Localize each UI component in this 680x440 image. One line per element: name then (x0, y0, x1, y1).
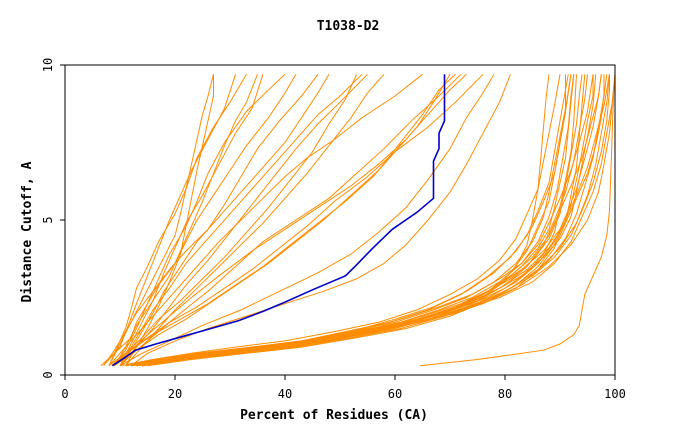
series-line-47 (419, 74, 616, 367)
series-line-39 (125, 74, 569, 367)
x-tick-label-100: 100 (604, 387, 626, 401)
series-line-44 (130, 74, 575, 367)
chart-title: T1038-D2 (317, 19, 380, 34)
series-line-40 (136, 74, 602, 367)
series-line-19 (114, 73, 456, 367)
y-axis-label: Distance Cutoff, A (20, 161, 35, 302)
series-line-6 (103, 73, 319, 366)
series-line-5 (114, 73, 286, 366)
series-line-33 (125, 74, 561, 367)
y-tick-label-10: 10 (41, 58, 55, 72)
series-line-18 (119, 74, 495, 367)
series-line-27 (125, 74, 572, 367)
series-line-45 (147, 74, 616, 367)
series-line-14 (125, 74, 214, 366)
series-line-36 (136, 74, 583, 367)
x-tick-label-0: 0 (61, 387, 68, 401)
series-line-22 (114, 74, 451, 367)
highlight-series-line (111, 74, 446, 367)
x-tick-label-40: 40 (278, 387, 292, 401)
x-axis-label: Percent of Residues (CA) (240, 408, 428, 423)
series-line-43 (136, 74, 608, 367)
y-tick-label-5: 5 (41, 216, 55, 223)
series-line-20 (125, 73, 385, 367)
series-line-8 (119, 74, 258, 366)
series-line-7 (114, 74, 264, 366)
y-tick-label-0: 0 (41, 371, 55, 378)
x-axis: 0 20 40 60 80 100 (61, 375, 626, 401)
x-tick-label-60: 60 (388, 387, 402, 401)
series-line-23 (119, 74, 550, 367)
series-line-41 (130, 74, 597, 367)
series-line-4 (108, 74, 247, 366)
series-line-12 (119, 73, 462, 367)
x-tick-label-20: 20 (168, 387, 182, 401)
y-axis: 0 5 10 (41, 58, 65, 379)
series-line-38 (141, 74, 577, 367)
series-line-15 (114, 73, 363, 367)
plot-series (100, 73, 616, 367)
series-line-37 (130, 74, 588, 367)
series-line-17 (119, 74, 330, 366)
series-line-46 (136, 74, 610, 367)
series-line-16 (111, 74, 357, 367)
highlight-series-layer (111, 74, 446, 367)
series-line-3 (108, 74, 214, 366)
x-tick-label-80: 80 (498, 387, 512, 401)
series-line-9 (119, 73, 368, 367)
series-line-24 (125, 74, 566, 367)
series-line-11 (114, 73, 467, 367)
